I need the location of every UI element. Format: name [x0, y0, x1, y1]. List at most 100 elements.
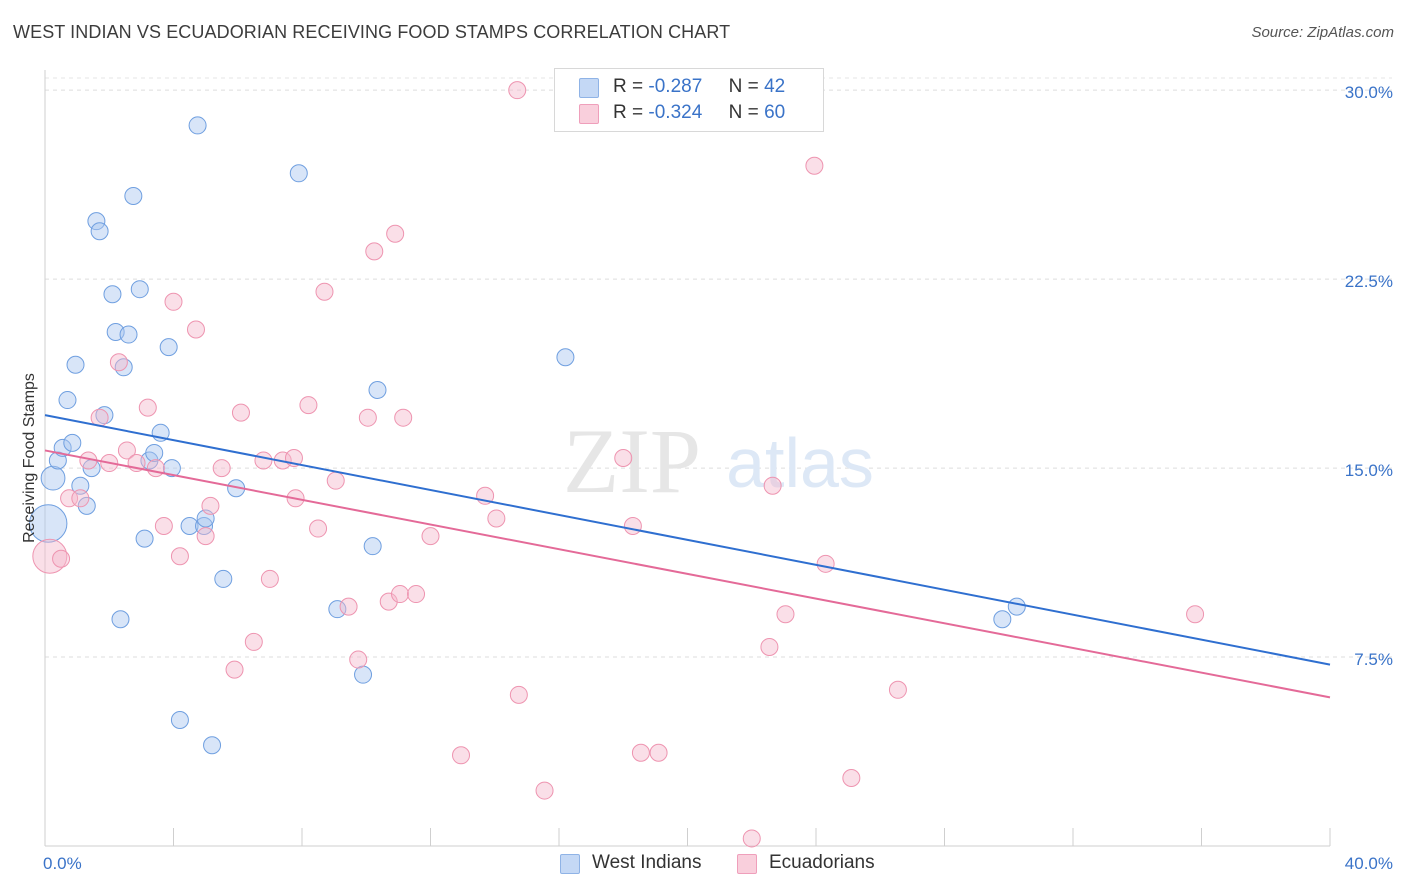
point-west-indians — [77, 496, 96, 515]
legend-n-value: 60 — [764, 102, 786, 123]
point-west-indians — [214, 569, 233, 588]
point-west-indians — [135, 529, 154, 548]
point-west-indians — [90, 222, 109, 241]
legend-n-value: 42 — [764, 76, 786, 97]
trend-line-west-indians — [44, 414, 1331, 666]
point-ecuadorians — [244, 632, 263, 651]
point-ecuadorians — [649, 743, 668, 762]
point-ecuadorians — [138, 398, 157, 417]
point-west-indians — [289, 164, 308, 183]
point-ecuadorians — [763, 476, 782, 495]
point-ecuadorians — [365, 242, 384, 261]
point-ecuadorians — [776, 605, 795, 624]
legend-label-ecuadorians: Ecuadorians — [769, 852, 875, 873]
point-west-indians — [66, 355, 85, 374]
point-west-indians — [29, 504, 68, 543]
watermark: ZIP atlas — [563, 410, 874, 512]
point-ecuadorians — [358, 408, 377, 427]
point-west-indians — [119, 325, 138, 344]
point-ecuadorians — [888, 680, 907, 699]
point-ecuadorians — [631, 743, 650, 762]
trend-lines — [44, 414, 1331, 699]
grid-lines — [45, 77, 1392, 658]
point-ecuadorians — [421, 527, 440, 546]
point-ecuadorians — [52, 549, 71, 568]
point-ecuadorians — [349, 650, 368, 669]
point-ecuadorians — [186, 320, 205, 339]
point-west-indians — [63, 433, 82, 452]
point-ecuadorians — [196, 527, 215, 546]
point-west-indians — [188, 116, 207, 135]
point-west-indians — [368, 380, 387, 399]
point-ecuadorians — [154, 517, 173, 536]
point-ecuadorians — [164, 292, 183, 311]
point-west-indians — [40, 465, 66, 491]
point-west-indians — [130, 280, 149, 299]
point-west-indians — [58, 391, 77, 410]
legend-n-label: N = — [728, 102, 759, 123]
point-ecuadorians — [509, 685, 528, 704]
x-tick-label: 40.0% — [1345, 854, 1393, 873]
point-ecuadorians — [452, 746, 471, 765]
point-ecuadorians — [386, 224, 405, 243]
point-ecuadorians — [299, 396, 318, 415]
point-west-indians — [103, 285, 122, 304]
legend-swatch-blue — [579, 78, 599, 98]
point-ecuadorians — [225, 660, 244, 679]
legend-r-value: -0.287 — [648, 76, 703, 97]
point-ecuadorians — [309, 519, 328, 538]
point-west-indians — [124, 186, 143, 205]
point-ecuadorians — [760, 637, 779, 656]
point-west-indians — [162, 459, 181, 478]
point-ecuadorians — [487, 509, 506, 528]
chart-title: WEST INDIAN VS ECUADORIAN RECEIVING FOOD… — [13, 22, 731, 42]
axes — [44, 70, 1331, 847]
watermark-atlas: atlas — [726, 424, 874, 502]
point-ecuadorians — [315, 282, 334, 301]
point-ecuadorians — [339, 597, 358, 616]
swatch-west-indians — [560, 854, 580, 874]
point-ecuadorians — [842, 768, 861, 787]
point-ecuadorians — [212, 459, 231, 478]
point-ecuadorians — [117, 441, 136, 460]
trend-line-ecuadorians — [44, 449, 1331, 699]
y-tick-label: 30.0% — [1345, 83, 1393, 102]
y-tick-label: 7.5% — [1354, 650, 1393, 669]
point-west-indians — [180, 517, 199, 536]
point-ecuadorians — [407, 585, 426, 604]
point-west-indians — [1007, 597, 1026, 616]
legend-n-label: N = — [728, 76, 759, 97]
point-ecuadorians — [260, 569, 279, 588]
legend-r-label: R = — [613, 76, 644, 97]
point-west-indians — [145, 443, 164, 462]
point-west-indians — [111, 610, 130, 629]
point-ecuadorians — [109, 353, 128, 372]
correlation-legend: R = -0.287 N = 42 R = -0.324 N = 60 — [554, 68, 824, 132]
point-ecuadorians — [805, 156, 824, 175]
y-tick-label: 22.5% — [1345, 272, 1393, 291]
point-ecuadorians — [254, 451, 273, 470]
point-west-indians — [354, 665, 373, 684]
point-west-indians — [203, 736, 222, 755]
point-west-indians — [71, 476, 90, 495]
point-ecuadorians — [1186, 605, 1205, 624]
tick-labels: 7.5% 15.0% 22.5% 30.0% 0.0% 40.0% — [43, 83, 1393, 873]
point-ecuadorians — [32, 538, 68, 574]
legend-label-west-indians: West Indians — [592, 852, 702, 873]
legend-r-label: R = — [613, 102, 644, 123]
y-axis-title: Receiving Food Stamps — [21, 373, 38, 543]
point-ecuadorians — [326, 471, 345, 490]
data-points — [29, 81, 1205, 848]
point-west-indians — [363, 537, 382, 556]
point-ecuadorians — [623, 517, 642, 536]
point-ecuadorians — [394, 408, 413, 427]
x-tick-label: 0.0% — [43, 854, 82, 873]
y-tick-label: 15.0% — [1345, 461, 1393, 480]
point-ecuadorians — [535, 781, 554, 800]
point-ecuadorians — [508, 81, 527, 100]
point-west-indians — [993, 610, 1012, 629]
point-ecuadorians — [71, 489, 90, 508]
point-west-indians — [328, 600, 347, 619]
point-west-indians — [159, 338, 178, 357]
